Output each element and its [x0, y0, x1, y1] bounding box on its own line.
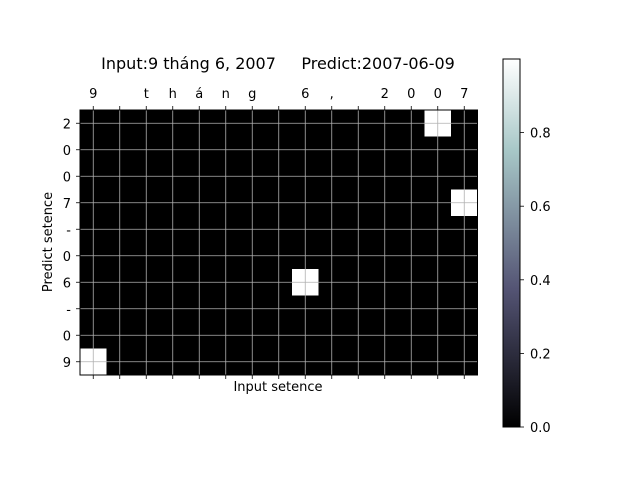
x-tick-label: 0	[407, 87, 415, 102]
y-tick-label: 0	[63, 144, 71, 159]
colorbar: 0.0 0.2 0.4 0.6 0.8	[502, 58, 551, 436]
x-tick-label: n	[222, 87, 230, 102]
chart-title: Input:9 tháng 6, 2007 Predict:2007-06-09	[101, 54, 455, 73]
x-tick-label: 6	[301, 87, 309, 102]
x-axis-label: Input setence	[233, 380, 322, 395]
x-tick-label: g	[248, 87, 256, 102]
colorbar-tick-label: 0.0	[530, 421, 551, 436]
y-tick-label: 0	[63, 250, 71, 265]
colorbar-tick-label: 0.4	[530, 274, 551, 289]
x-tick-label: h	[169, 87, 177, 102]
x-tick-label: t	[144, 87, 149, 102]
y-tick-label: 9	[63, 356, 71, 371]
y-tick-label: 2	[63, 117, 71, 132]
x-tick-label: á	[195, 87, 203, 102]
x-tick-label: 0	[434, 87, 442, 102]
y-tick-label: -	[66, 303, 71, 318]
y-tick-label: 7	[63, 197, 71, 212]
y-tick-label: 6	[63, 276, 71, 291]
x-tick-label: 2	[381, 87, 389, 102]
y-tick-label: 0	[63, 329, 71, 344]
heatmap-plot: 9 t h á n g 6, 2 0 0 7 2 0 0 7 - 0 6 - 0 9	[63, 87, 478, 379]
x-tick-label: 7	[460, 87, 468, 102]
colorbar-tick-label: 0.8	[530, 127, 551, 142]
y-tick-label: -	[66, 223, 71, 238]
x-tick-label: 9	[89, 87, 97, 102]
y-axis-label: Predict setence	[41, 192, 56, 292]
x-tick-label: ,	[330, 87, 334, 102]
colorbar-tick-label: 0.2	[530, 347, 551, 362]
colorbar-gradient	[502, 58, 521, 428]
colorbar-tick-label: 0.6	[530, 200, 551, 215]
y-tick-label: 0	[63, 170, 71, 185]
